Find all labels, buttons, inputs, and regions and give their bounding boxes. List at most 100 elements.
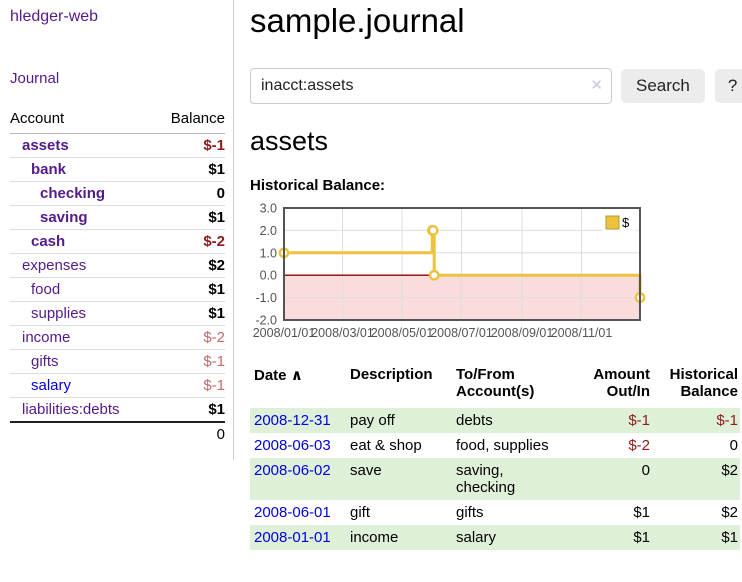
cell-accounts: debts [456,412,493,429]
cell-amount: $1 [633,529,650,546]
transaction-date-link[interactable]: 2008-12-31 [254,412,331,429]
account-cell: saving [10,205,154,230]
y-tick-label: 0.0 [260,269,277,283]
account-cell: checking [10,181,154,206]
sidebar-account-row: gifts $-1 [10,349,225,374]
register-table: Date ∧ Description To/From Account(s) Am… [250,364,740,550]
account-cell: food [10,277,154,302]
sidebar-account-row: saving $1 [10,205,225,230]
account-link[interactable]: assets [22,137,69,154]
sidebar-total-balance: 0 [153,421,225,446]
account-cell: supplies [10,301,154,326]
sidebar-account-row: liabilities:debts $1 [10,397,225,423]
sort-asc-icon: ∧ [290,367,303,384]
account-cell: assets [10,133,154,158]
sidebar-account-rows: assets $-1 bank $1 checking 0 saving $1 cash $-2 e… [10,133,225,423]
sidebar-account-row: assets $-1 [10,133,225,158]
account-heading: assets [250,126,329,156]
x-tick-label: 2008/05/01 [371,326,434,340]
transaction-date-link[interactable]: 2008-01-01 [254,529,331,546]
cell-description: pay off [350,412,395,429]
cell-amount: $-2 [628,437,650,454]
col-balance: Historical Balance [669,366,738,400]
col-amount: Amount Out/In [593,366,650,400]
account-cell: liabilities:debts [10,397,154,423]
account-link[interactable]: checking [40,185,106,202]
cell-description: gift [350,504,371,521]
sidebar-total-row: 0 [10,421,225,446]
sidebar-account-row: salary $-1 [10,373,225,398]
search-button[interactable]: Search [621,69,705,103]
account-link[interactable]: gifts [31,353,59,370]
cell-balance: $2 [721,504,738,521]
col-date[interactable]: Date ∧ [250,364,346,408]
historical-balance-chart[interactable]: $3.0 2.0 1.0 0.0 -1.0 -2.0 2008/01/01 2008/03/0… [250,202,742,348]
x-tick-label: 2008/01/01 [253,326,316,340]
transaction-row[interactable]: 2008-06-01 gift gifts $1 $2 [250,500,740,525]
cell-date: 2008-06-03 [250,433,346,458]
main-content: sample.journal ✕ Search ? assets Histori… [234,0,742,550]
col-description: Description [350,366,433,383]
account-link[interactable]: salary [31,377,72,394]
sidebar-account-row: income $-2 [10,325,225,350]
transaction-row[interactable]: 2008-12-31 pay off debts $-1 $-1 [250,408,740,433]
app-title-link[interactable]: hledger-web [10,8,99,25]
account-balance: $1 [153,277,225,302]
sidebar-account-row: cash $-2 [10,229,225,254]
account-balance: $-2 [153,325,225,350]
sidebar-header-row: Account Balance [10,107,225,134]
account-link[interactable]: bank [31,161,67,178]
cell-balance: $2 [721,462,738,479]
sidebar-header-balance: Balance [153,107,225,134]
account-link[interactable]: cash [31,233,66,250]
clear-search-icon[interactable]: ✕ [590,77,603,94]
cell-amount: $1 [633,504,650,521]
chart-title: Historical Balance: [250,177,386,194]
account-balance: $-1 [153,133,225,158]
account-link[interactable]: expenses [22,257,87,274]
cell-balance: $1 [721,529,738,546]
transaction-row[interactable]: 2008-06-02 save saving, checking 0 $2 [250,458,740,500]
x-tick-label: 2008/09/01 [491,326,554,340]
nav-journal-link[interactable]: Journal [10,70,60,87]
help-button[interactable]: ? [714,69,742,103]
cell-accounts: saving, checking [456,462,516,496]
register-rows: 2008-12-31 pay off debts $-1 $-1 2008-06-03 ea… [250,408,740,550]
x-tick-label: 2008/11/01 [551,326,613,340]
y-tick-label: 3.0 [260,202,277,216]
cell-amount: 0 [641,462,650,479]
transaction-date-link[interactable]: 2008-06-02 [254,462,331,479]
account-cell: gifts [10,349,154,374]
account-balance: $1 [153,205,225,230]
sidebar-account-table: Account Balance assets $-1 bank $1 checking 0… [10,107,225,446]
cell-description: income [350,529,399,546]
account-link[interactable]: food [31,281,61,298]
account-balance: 0 [153,181,225,206]
x-tick-label: 2008/07/01 [430,326,493,340]
account-link[interactable]: saving [40,209,88,226]
cell-balance: $-1 [716,412,738,429]
legend-swatch [605,215,620,230]
cell-balance: 0 [729,437,738,454]
account-link[interactable]: liabilities:debts [22,401,120,418]
account-cell: income [10,325,154,350]
account-balance: $-1 [153,373,225,398]
account-cell: cash [10,229,154,254]
transaction-date-link[interactable]: 2008-06-03 [254,437,331,454]
search-input[interactable] [250,68,612,104]
transaction-date-link[interactable]: 2008-06-01 [254,504,331,521]
account-link[interactable]: income [22,329,71,346]
transaction-row[interactable]: 2008-06-03 eat & shop food, supplies $-2 0 [250,433,740,458]
transaction-row[interactable]: 2008-01-01 income salary $1 $1 [250,525,740,550]
cell-description: eat & shop [350,437,422,454]
account-balance: $2 [153,253,225,278]
col-accounts: To/From Account(s) [456,366,535,400]
account-link[interactable]: supplies [31,305,87,322]
y-tick-label: -1.0 [255,291,277,305]
y-tick-label: 1.0 [260,246,277,260]
sidebar-account-row: expenses $2 [10,253,225,278]
cell-accounts: food, supplies [456,437,549,454]
y-tick-label: 2.0 [260,224,277,238]
cell-amount: $-1 [628,412,650,429]
